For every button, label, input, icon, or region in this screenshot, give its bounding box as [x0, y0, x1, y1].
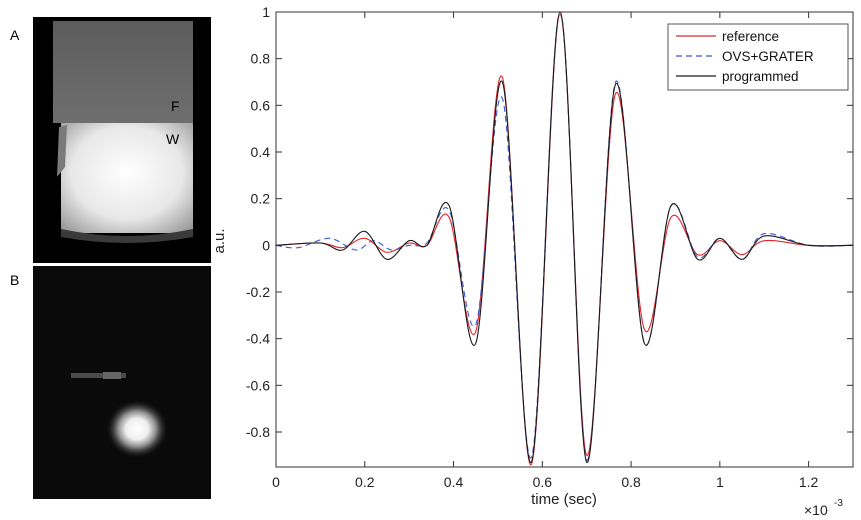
y-axis-label: a.u.: [211, 228, 228, 253]
legend-entry: OVS+GRATER: [722, 49, 814, 64]
series-group: [275, 11, 854, 466]
phantom-image-a: F W: [33, 17, 211, 263]
series-line-programmed: [275, 11, 854, 463]
water-label: W: [166, 131, 180, 147]
y-tick-label: 0.4: [251, 144, 271, 160]
y-tick-label: 0.6: [251, 97, 271, 113]
x-tick-label: 0.6: [533, 474, 553, 490]
y-tick-label: -0.4: [246, 331, 270, 347]
x-axis-multiplier-exponent: -3: [834, 498, 843, 509]
y-tick-label: -0.2: [246, 284, 270, 300]
legend-entry: reference: [722, 29, 779, 44]
panel-label-a: A: [10, 27, 20, 43]
x-axis-label: time (sec): [531, 491, 597, 508]
x-tick-label: 1.2: [799, 474, 819, 490]
legend-box: [667, 23, 849, 91]
x-tick-label: 0.8: [621, 474, 641, 490]
x-tick-label: 1: [716, 474, 724, 490]
y-tick-label: 0.8: [251, 51, 271, 67]
phantom-image-a-graphic: [33, 17, 211, 263]
x-axis: 0 0.2 0.4 0.6 0.8 1 1.2: [272, 12, 819, 490]
x-axis-multiplier: ×10: [804, 502, 828, 518]
legend-entry: programmed: [722, 69, 799, 84]
series-line-ovs-grater: [275, 11, 854, 461]
fat-label: F: [171, 98, 180, 114]
x-tick-label: 0.4: [444, 474, 464, 490]
y-tick-label: -0.6: [246, 377, 270, 393]
x-tick-label: 0: [272, 474, 280, 490]
panel-label-b: B: [10, 272, 20, 288]
y-axis: -0.8 -0.6 -0.4 -0.2 0 0.2 0.4 0.6 0.8 1: [246, 4, 853, 440]
phantom-image-b-graphic: [33, 266, 211, 499]
x-tick-label: 0.2: [355, 474, 375, 490]
y-tick-label: 0.2: [251, 191, 271, 207]
y-tick-label: 1: [262, 4, 270, 20]
y-tick-label: 0: [262, 237, 270, 253]
y-tick-label: -0.8: [246, 424, 270, 440]
phantom-image-b: [33, 266, 211, 499]
legend: reference OVS+GRATER programmed: [667, 23, 849, 91]
